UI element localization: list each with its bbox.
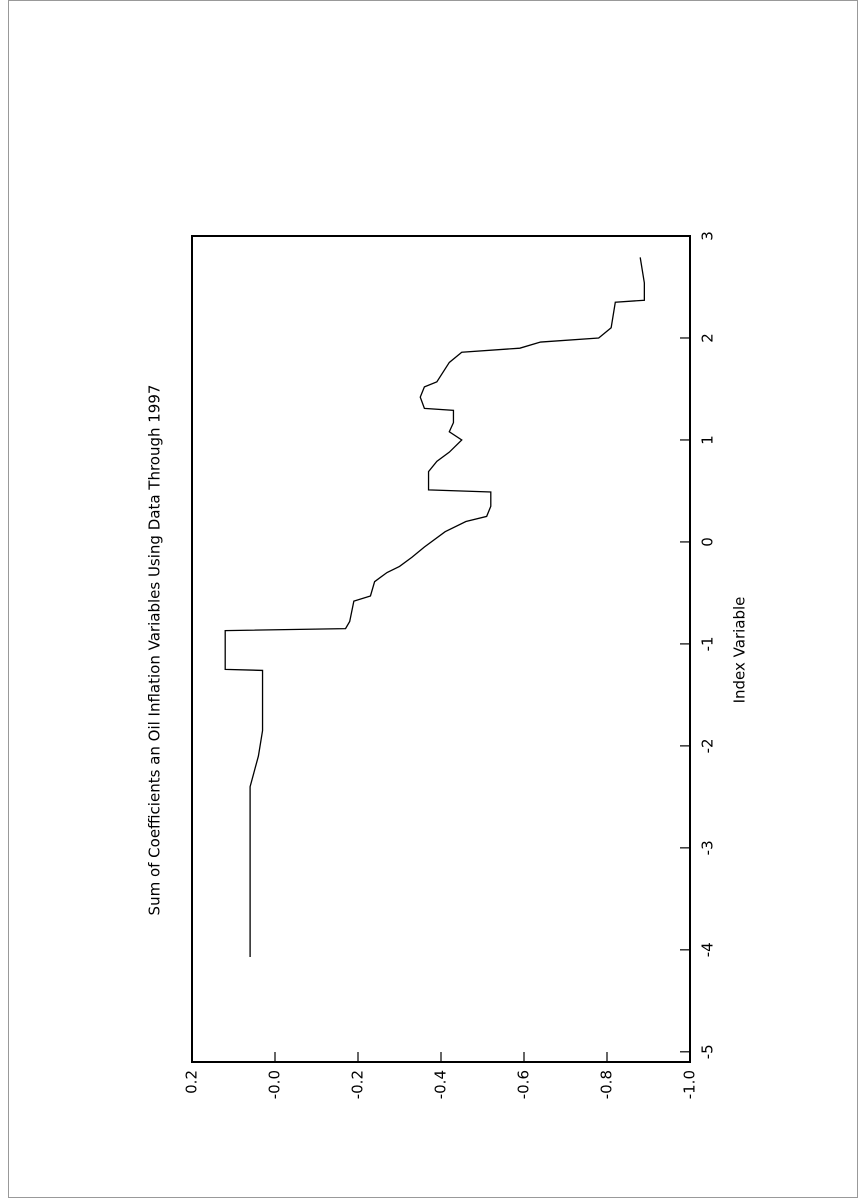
y-tick-label: -0.0 (266, 1070, 284, 1099)
x-tick-label: -1 (699, 636, 717, 651)
y-tick-label: -1.0 (681, 1070, 699, 1099)
x-tick-label: -4 (699, 942, 717, 957)
x-tick-label: 2 (699, 333, 717, 343)
x-tick-label: 1 (699, 435, 717, 445)
y-tick-label: -0.4 (432, 1070, 450, 1099)
x-tick-label: -3 (699, 840, 717, 855)
y-tick-label: -0.6 (515, 1070, 533, 1099)
x-tick-label: 0 (699, 537, 717, 547)
y-tick-label: 0.2 (183, 1070, 201, 1094)
chart-title: Sum of Coefficients an Oil Inflation Var… (146, 385, 164, 916)
plot-frame (191, 235, 691, 1063)
y-tick-label: -0.2 (349, 1070, 367, 1099)
x-tick-label: 3 (699, 231, 717, 241)
y-tick-label: -0.8 (598, 1070, 616, 1099)
x-tick-label: -5 (699, 1044, 717, 1059)
x-tick-label: -2 (699, 738, 717, 753)
line-series (224, 257, 645, 957)
x-axis-label: Index Variable (731, 597, 749, 704)
